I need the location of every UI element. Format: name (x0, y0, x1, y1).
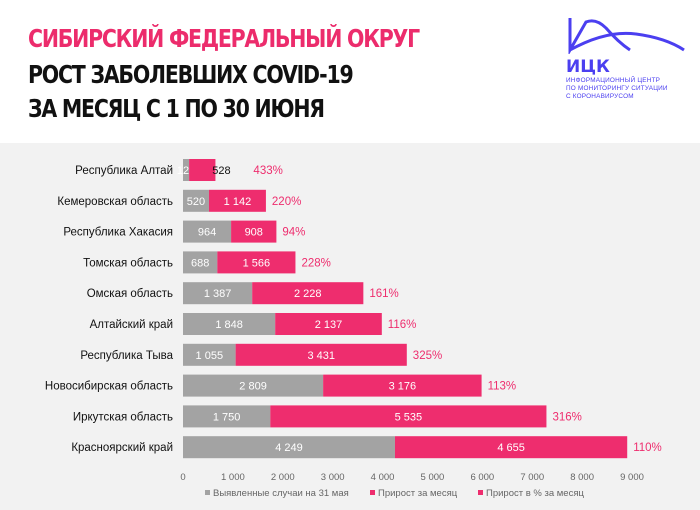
data-label: 2 137 (315, 319, 343, 331)
bar-baseline (183, 220, 232, 243)
percent-label: 220% (272, 196, 301, 208)
bar-baseline (183, 343, 236, 366)
category-label: Томская область (83, 257, 173, 269)
data-label: 1 566 (243, 257, 271, 269)
bar-baseline (183, 282, 253, 305)
bar-baseline (183, 405, 271, 428)
bar-growth (231, 220, 277, 243)
data-label: 4 655 (497, 442, 525, 454)
legend-label: Прирост в % за месяц (486, 488, 584, 499)
data-label: 688 (191, 257, 209, 269)
x-tick-label: 8 000 (570, 472, 594, 483)
data-label: 964 (198, 227, 216, 239)
legend-swatch (370, 490, 375, 495)
data-label: 520 (187, 196, 205, 208)
x-tick-label: 1 000 (221, 472, 245, 483)
data-label: 5 535 (395, 411, 423, 423)
data-label: 1 387 (204, 288, 232, 300)
data-label: 2 809 (239, 381, 267, 393)
bar-baseline (183, 436, 395, 459)
x-tick-label: 3 000 (321, 472, 345, 483)
category-label: Омская область (87, 288, 173, 300)
title-line-1: СИБИРСКИЙ ФЕДЕРАЛЬНЫЙ ОКРУГ (28, 24, 420, 53)
legend-label: Прирост за месяц (378, 488, 458, 499)
x-tick-label: 7 000 (520, 472, 544, 483)
x-tick-label: 6 000 (470, 472, 494, 483)
percent-label: 316% (552, 411, 581, 423)
legend-swatch (205, 490, 210, 495)
legend-label: Выявленные случаи на 31 мая (213, 488, 349, 499)
legend-swatch (478, 490, 483, 495)
bar-growth (252, 282, 364, 305)
bar-growth (208, 189, 266, 212)
bar-growth (189, 159, 216, 181)
x-tick-label: 5 000 (421, 472, 445, 483)
category-label: Красноярский край (71, 442, 173, 454)
x-tick-label: 0 (180, 472, 185, 483)
data-label: 1 142 (224, 196, 252, 208)
data-label: 3 431 (307, 350, 335, 362)
logo-curve-icon (568, 18, 685, 56)
data-label: 1 848 (215, 319, 243, 331)
title-line-3: ЗА МЕСЯЦ С 1 ПО 30 ИЮНЯ (28, 94, 325, 123)
category-label: Алтайский край (90, 319, 173, 331)
category-label: Новосибирская область (45, 381, 173, 393)
bar-baseline (183, 313, 276, 335)
bar-baseline (183, 159, 190, 181)
x-tick-label: 4 000 (371, 472, 395, 483)
title-line-2: РОСТ ЗАБОЛЕВШИХ COVID-19 (28, 60, 354, 89)
data-label: 2 228 (294, 288, 322, 300)
category-label: Кемеровская область (57, 196, 173, 208)
percent-label: 94% (282, 227, 305, 239)
bar-growth (275, 313, 382, 335)
logo: ИЦК ИНФОРМАЦИОННЫЙ ЦЕНТР ПО МОНИТОРИНГУ … (566, 16, 686, 101)
percent-label: 161% (369, 288, 398, 300)
bar-growth (217, 251, 296, 274)
percent-label: 228% (301, 257, 330, 269)
data-label: 908 (245, 227, 263, 239)
logo-name: ИЦК (566, 57, 610, 77)
bar-growth (394, 436, 628, 459)
logo-sub-3: С КОРОНАВИРУСОМ (566, 93, 634, 100)
percent-label: 325% (413, 350, 442, 362)
data-label: 1 055 (196, 350, 224, 362)
bar-growth (323, 374, 482, 397)
percent-label: 433% (253, 165, 282, 177)
logo-sub-2: ПО МОНИТОРИНГУ СИТУАЦИИ (566, 85, 668, 92)
logo-sub-1: ИНФОРМАЦИОННЫЙ ЦЕНТР (566, 77, 661, 84)
bar-baseline (183, 251, 218, 274)
data-label: 3 176 (389, 381, 417, 393)
percent-label: 116% (388, 319, 417, 331)
percent-label: 110% (633, 442, 662, 454)
category-label: Иркутская область (73, 411, 173, 423)
category-label: Республика Хакасия (63, 227, 173, 239)
percent-label: 113% (488, 381, 517, 393)
data-label: 4 249 (275, 442, 303, 454)
x-tick-label: 9 000 (620, 472, 644, 483)
data-label: 1 750 (213, 411, 241, 423)
category-label: Республика Алтай (75, 165, 173, 177)
bar-growth (235, 343, 407, 366)
data-label: 528 (212, 165, 230, 177)
bar-growth (270, 405, 547, 428)
x-tick-label: 2 000 (271, 472, 295, 483)
bar-baseline (183, 189, 209, 212)
bar-baseline (183, 374, 324, 397)
category-label: Республика Тыва (80, 350, 173, 362)
